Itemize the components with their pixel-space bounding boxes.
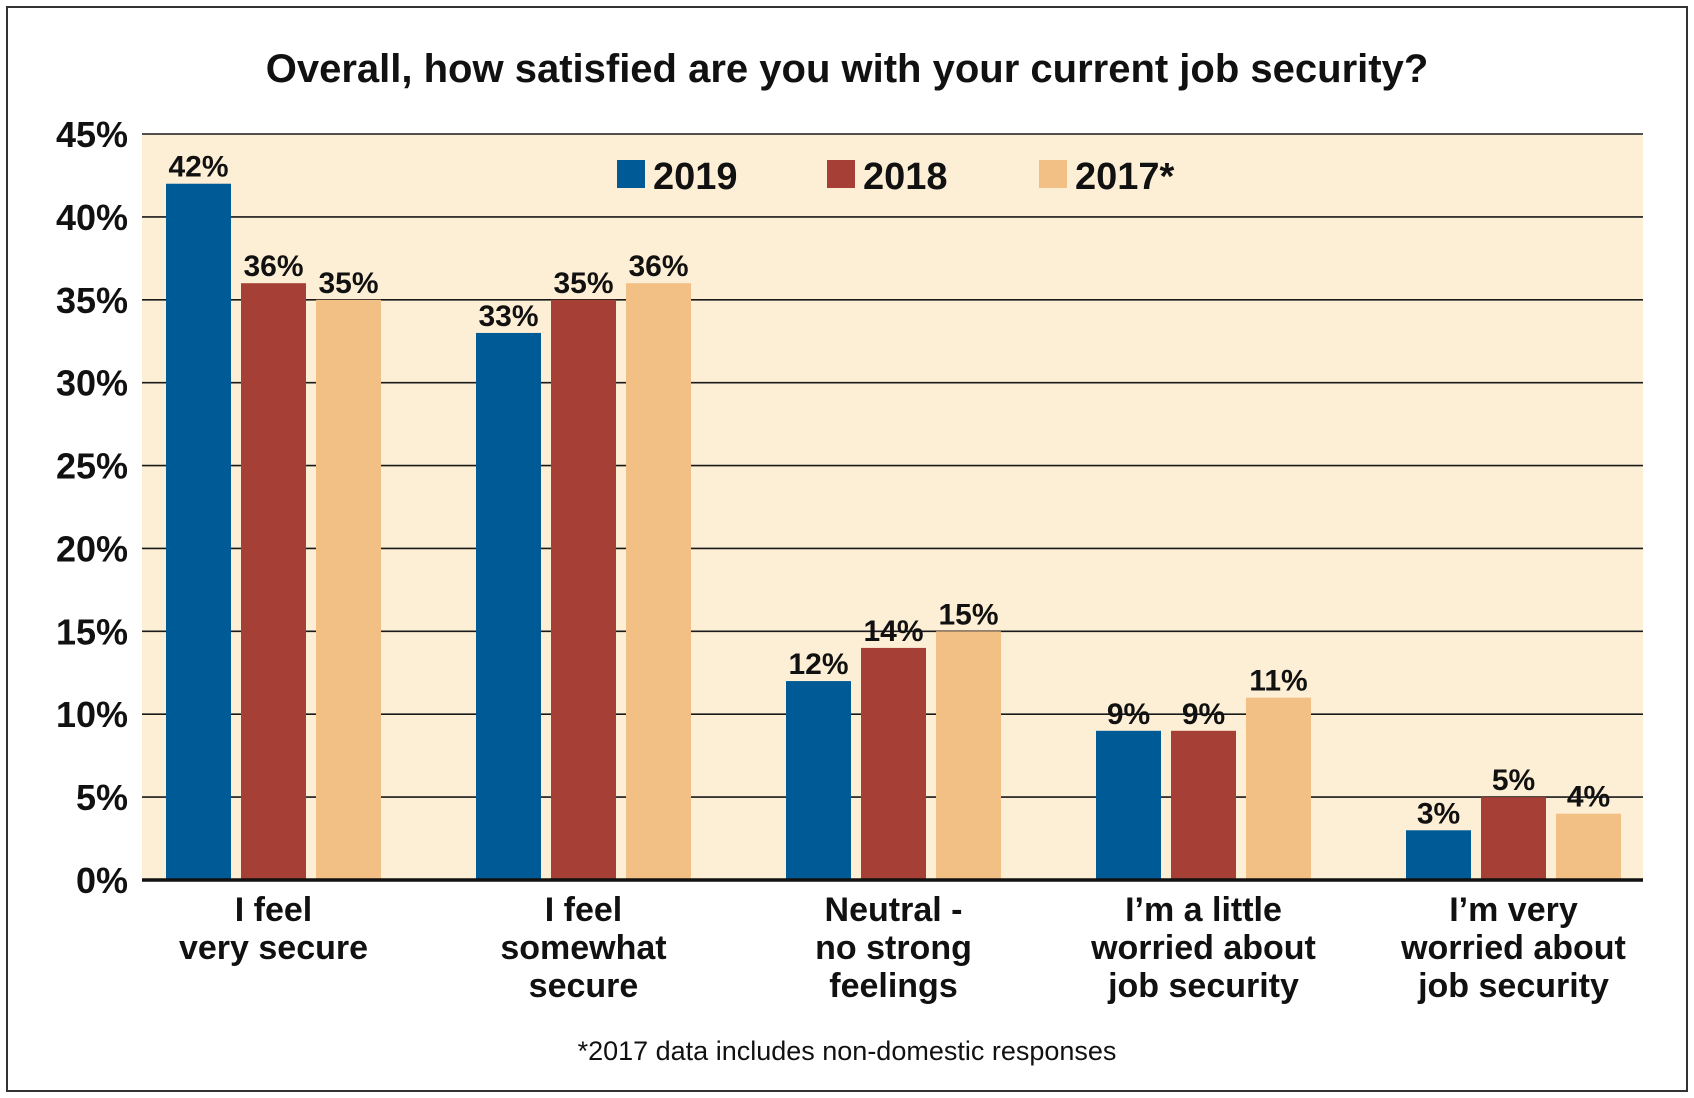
data-label: 36% — [628, 250, 688, 283]
y-tick-label: 25% — [56, 446, 128, 487]
bar — [1406, 830, 1471, 880]
y-tick-label: 10% — [56, 694, 128, 735]
category-label: worried about — [1090, 929, 1316, 967]
bar — [166, 183, 231, 880]
category-label: job security — [1417, 967, 1609, 1005]
y-tick-label: 35% — [56, 280, 128, 321]
data-label: 42% — [168, 151, 228, 184]
bar — [1556, 813, 1621, 880]
category-label: worried about — [1400, 929, 1626, 967]
bar — [861, 647, 926, 880]
y-tick-label: 0% — [76, 860, 128, 901]
category-label: I’m a little — [1125, 891, 1282, 929]
y-tick-label: 20% — [56, 528, 128, 569]
chart-footnote: *2017 data includes non-domestic respons… — [578, 1036, 1117, 1066]
bar — [786, 681, 851, 880]
bar — [1246, 697, 1311, 880]
legend: 2019 2018 2017* — [617, 156, 1175, 198]
category-label: I feel — [545, 891, 622, 929]
data-label: 14% — [863, 615, 923, 648]
bars — [166, 183, 1621, 880]
category-label: job security — [1107, 967, 1299, 1005]
data-label: 11% — [1249, 665, 1307, 698]
data-label: 9% — [1107, 698, 1150, 731]
category-label: somewhat — [500, 929, 666, 967]
bar — [1096, 730, 1161, 880]
category-label: I feel — [235, 891, 312, 929]
bar — [551, 299, 616, 880]
data-labels: 42% 36% 35% 33% 35% 36% 12% 14% 15% 9% 9% 11% 3% 5% 4% — [168, 151, 1610, 831]
bar — [241, 283, 306, 880]
bar — [316, 299, 381, 880]
data-label: 35% — [318, 267, 378, 300]
data-label: 9% — [1182, 698, 1225, 731]
category-label: no strong — [815, 929, 972, 967]
y-tick-label: 30% — [56, 363, 128, 404]
legend-label: 2018 — [863, 156, 948, 198]
data-label: 33% — [478, 300, 538, 333]
legend-label: 2017* — [1075, 156, 1175, 198]
y-tick-label: 45% — [56, 114, 128, 155]
bar — [626, 283, 691, 880]
category-label: feelings — [829, 967, 957, 1005]
category-label: very secure — [179, 929, 368, 967]
legend-label: 2019 — [653, 156, 738, 198]
data-label: 35% — [553, 267, 613, 300]
legend-swatch — [827, 160, 855, 188]
y-tick-label: 15% — [56, 611, 128, 652]
data-label: 15% — [938, 598, 998, 631]
chart-title: Overall, how satisfied are you with your… — [266, 47, 1429, 91]
bar — [1171, 730, 1236, 880]
bar — [1481, 797, 1546, 880]
legend-swatch — [617, 160, 645, 188]
data-label: 5% — [1492, 764, 1535, 797]
y-tick-label: 5% — [76, 777, 128, 818]
category-label: secure — [529, 967, 639, 1005]
gridlines — [142, 133, 1643, 798]
y-axis-ticks: 0% 5% 10% 15% 20% 25% 30% 35% 40% 45% — [56, 114, 128, 901]
bar — [476, 332, 541, 880]
bar — [936, 631, 1001, 880]
data-label: 12% — [788, 648, 848, 681]
data-label: 3% — [1417, 797, 1460, 830]
data-label: 4% — [1567, 781, 1610, 814]
y-tick-label: 40% — [56, 197, 128, 238]
legend-swatch — [1039, 160, 1067, 188]
category-label: Neutral - — [825, 891, 963, 929]
data-label: 36% — [243, 250, 303, 283]
category-label: I’m very — [1449, 891, 1578, 929]
